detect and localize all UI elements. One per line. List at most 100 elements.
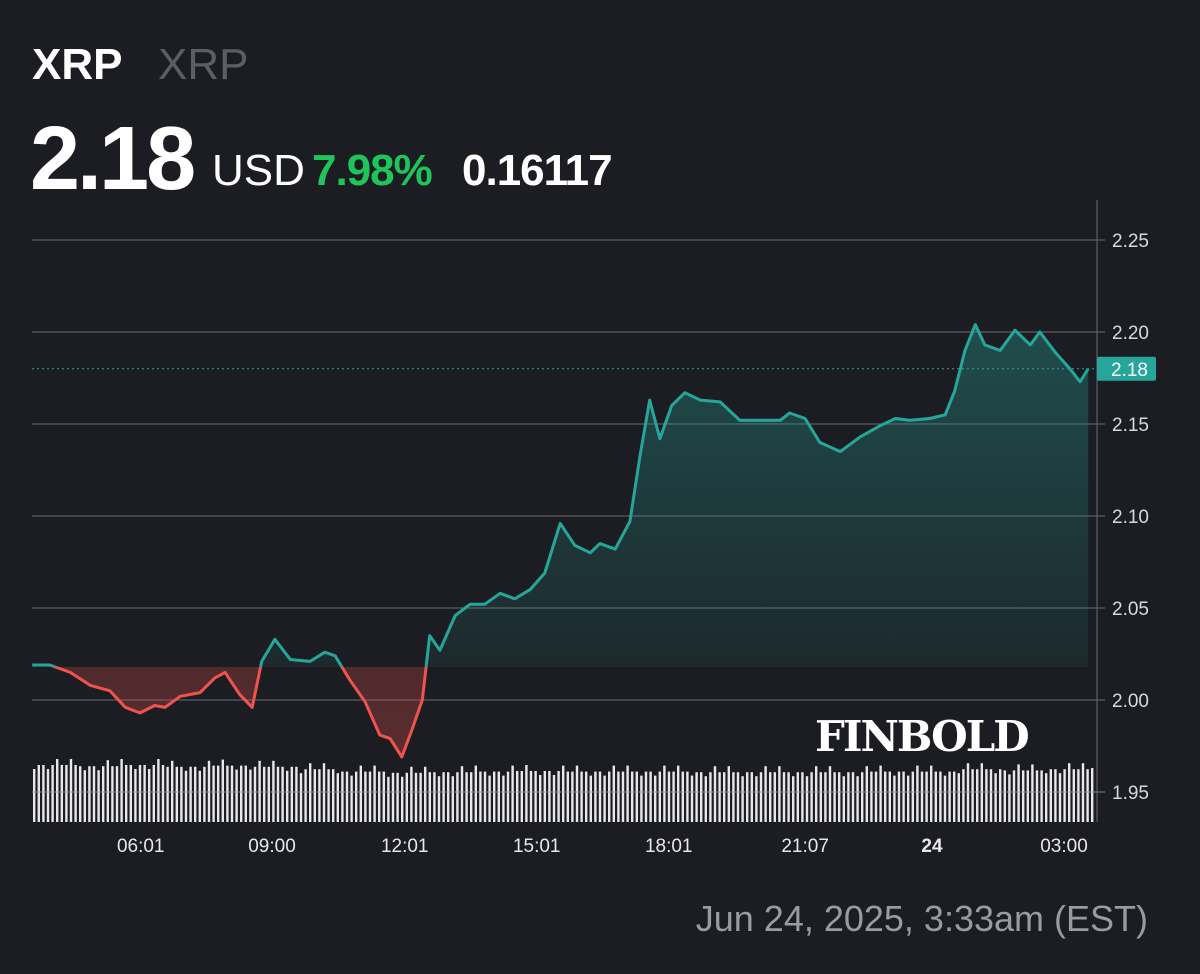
volume-bar: [143, 765, 146, 822]
volume-bar: [621, 771, 625, 822]
volume-bar: [847, 772, 850, 822]
volume-bar: [681, 771, 684, 822]
volume-bar: [460, 766, 464, 822]
volume-bar: [1068, 763, 1071, 822]
volume-bar: [134, 769, 137, 822]
volume-bar: [989, 769, 993, 822]
volume-bar: [1086, 769, 1089, 822]
volume-bar: [470, 772, 473, 822]
symbol-name: XRP: [158, 40, 249, 89]
volume-bar: [723, 772, 726, 822]
volume-bar: [695, 772, 698, 822]
volume-bar: [295, 766, 298, 822]
volume-bar: [359, 765, 362, 822]
volume-bar: [971, 769, 974, 822]
volume-bar: [396, 772, 399, 822]
volume-bar: [368, 771, 372, 822]
volume-bar: [1091, 768, 1094, 822]
volume-bar: [79, 766, 82, 822]
volume-bar: [456, 772, 459, 822]
volume-bar: [658, 771, 661, 822]
volume-bar: [709, 772, 712, 822]
volume-bar: [580, 771, 583, 822]
volume-bar: [299, 773, 303, 822]
volume-bar: [1003, 770, 1006, 822]
volume-bar: [161, 765, 165, 822]
volume-bar: [184, 770, 188, 822]
volume-bar: [677, 765, 680, 822]
volume-bar: [327, 769, 330, 822]
y-tick-label: 2.20: [1112, 323, 1149, 344]
volume-bar: [1077, 769, 1080, 822]
volume-bar: [796, 772, 799, 822]
x-tick-label: 06:01: [117, 836, 165, 857]
volume-bar: [97, 770, 100, 822]
y-tick-label: 1.95: [1112, 783, 1149, 804]
x-tick-label: 15:01: [513, 836, 561, 857]
volume-bar: [152, 765, 155, 822]
volume-bar: [414, 772, 418, 822]
volume-bar: [207, 760, 211, 822]
volume-bar: [810, 772, 813, 822]
change-absolute: 0.16117: [462, 146, 613, 195]
volume-bar: [221, 759, 224, 822]
volume-bar: [713, 766, 717, 822]
volume-bar: [106, 760, 109, 822]
volume-bar: [548, 771, 551, 822]
change-percent: 7.98%: [312, 146, 433, 195]
volume-bar: [838, 772, 841, 822]
volume-bar: [92, 766, 96, 822]
volume-bar: [782, 772, 786, 822]
volume-bar: [686, 771, 689, 822]
volume-bar: [704, 776, 707, 822]
volume-bar: [235, 769, 238, 822]
volume-bar: [180, 766, 183, 822]
volume-bar: [230, 765, 234, 822]
volume-bar: [778, 766, 781, 822]
volume-bar: [401, 776, 404, 822]
volume-bar: [939, 771, 942, 822]
volume-bar: [690, 775, 694, 822]
volume-bar: [520, 771, 523, 822]
volume-bar: [1035, 770, 1039, 822]
volume-bar: [925, 771, 928, 822]
volume-bar: [437, 776, 441, 822]
volume-bar: [635, 771, 638, 822]
volume-bar: [787, 772, 790, 822]
volume-bar: [1072, 769, 1075, 822]
volume-bar: [506, 771, 510, 822]
volume-bar: [902, 771, 905, 822]
volume-bar: [244, 765, 247, 822]
volume-bar: [148, 769, 151, 822]
volume-bar: [999, 769, 1002, 822]
last-price-badge: [1097, 356, 1156, 381]
volume-bar: [493, 771, 496, 822]
volume-bar: [773, 772, 776, 822]
volume-bar: [405, 772, 408, 822]
volume-bar: [60, 765, 63, 822]
volume-bar: [801, 772, 804, 822]
volume-bar: [824, 772, 827, 822]
volume-bar: [129, 765, 132, 822]
volume-bar: [355, 771, 358, 822]
area-down: [55, 666, 427, 757]
volume-bar: [930, 765, 933, 822]
volume-bar: [175, 766, 178, 822]
volume-bar: [226, 765, 229, 822]
volume-bar: [373, 765, 376, 822]
volume-bar: [529, 771, 533, 822]
volume-bar: [764, 766, 767, 822]
volume-bar: [433, 772, 436, 822]
volume-bar: [575, 765, 579, 822]
volume-bar: [483, 771, 487, 822]
volume-bar: [198, 770, 201, 822]
volume-bar: [552, 775, 556, 822]
volume-bar: [171, 760, 174, 822]
y-tick-label: 2.25: [1112, 231, 1149, 252]
volume-bar: [870, 771, 873, 822]
volume-bar: [474, 765, 477, 822]
volume-bar: [617, 771, 620, 822]
volume-bar: [451, 776, 454, 822]
finbold-logo: FINBOLD: [815, 712, 1030, 761]
volume-bar: [111, 766, 114, 822]
